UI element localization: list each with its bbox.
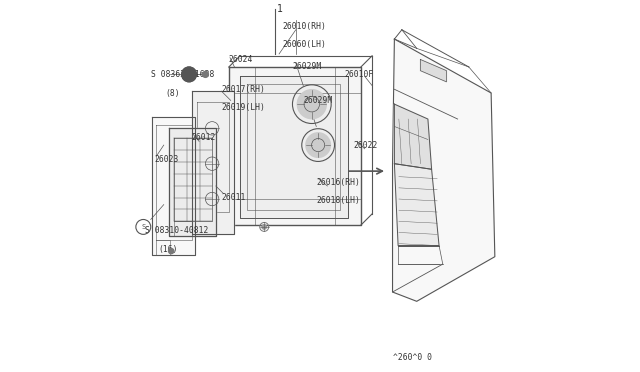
Text: S: S [187,71,191,77]
Text: 26012: 26012 [191,133,216,142]
Polygon shape [392,39,495,301]
Text: 26029M: 26029M [303,96,333,105]
Circle shape [202,71,209,77]
Text: 26023: 26023 [154,155,179,164]
Circle shape [168,248,174,254]
Text: ^260^0 0: ^260^0 0 [392,353,431,362]
Text: S 08363-61638: S 08363-61638 [151,70,214,79]
Circle shape [182,67,196,82]
Polygon shape [394,164,439,246]
Text: S: S [141,224,145,230]
Text: 26060(LH): 26060(LH) [283,40,326,49]
Text: 1: 1 [277,4,283,14]
Text: 26010(RH): 26010(RH) [283,22,326,31]
Text: 26029M: 26029M [292,62,321,71]
Text: 26011: 26011 [221,193,246,202]
Text: S 08310-40812: S 08310-40812 [145,226,209,235]
Polygon shape [229,67,361,225]
Circle shape [298,90,326,119]
Text: 26024: 26024 [229,55,253,64]
Polygon shape [240,76,348,218]
Text: (16): (16) [158,245,178,254]
Text: 26018(LH): 26018(LH) [316,196,360,205]
Text: 26010F: 26010F [344,70,373,79]
Polygon shape [170,128,216,236]
Polygon shape [394,104,431,169]
Circle shape [262,225,266,229]
Circle shape [306,133,330,157]
Polygon shape [191,91,234,234]
Text: (8): (8) [166,89,180,97]
Polygon shape [420,60,447,82]
Text: 26017(RH): 26017(RH) [221,85,266,94]
Text: 26016(RH): 26016(RH) [316,178,360,187]
Text: 26019(LH): 26019(LH) [221,103,266,112]
Polygon shape [152,117,195,255]
Text: 26022: 26022 [353,141,378,150]
